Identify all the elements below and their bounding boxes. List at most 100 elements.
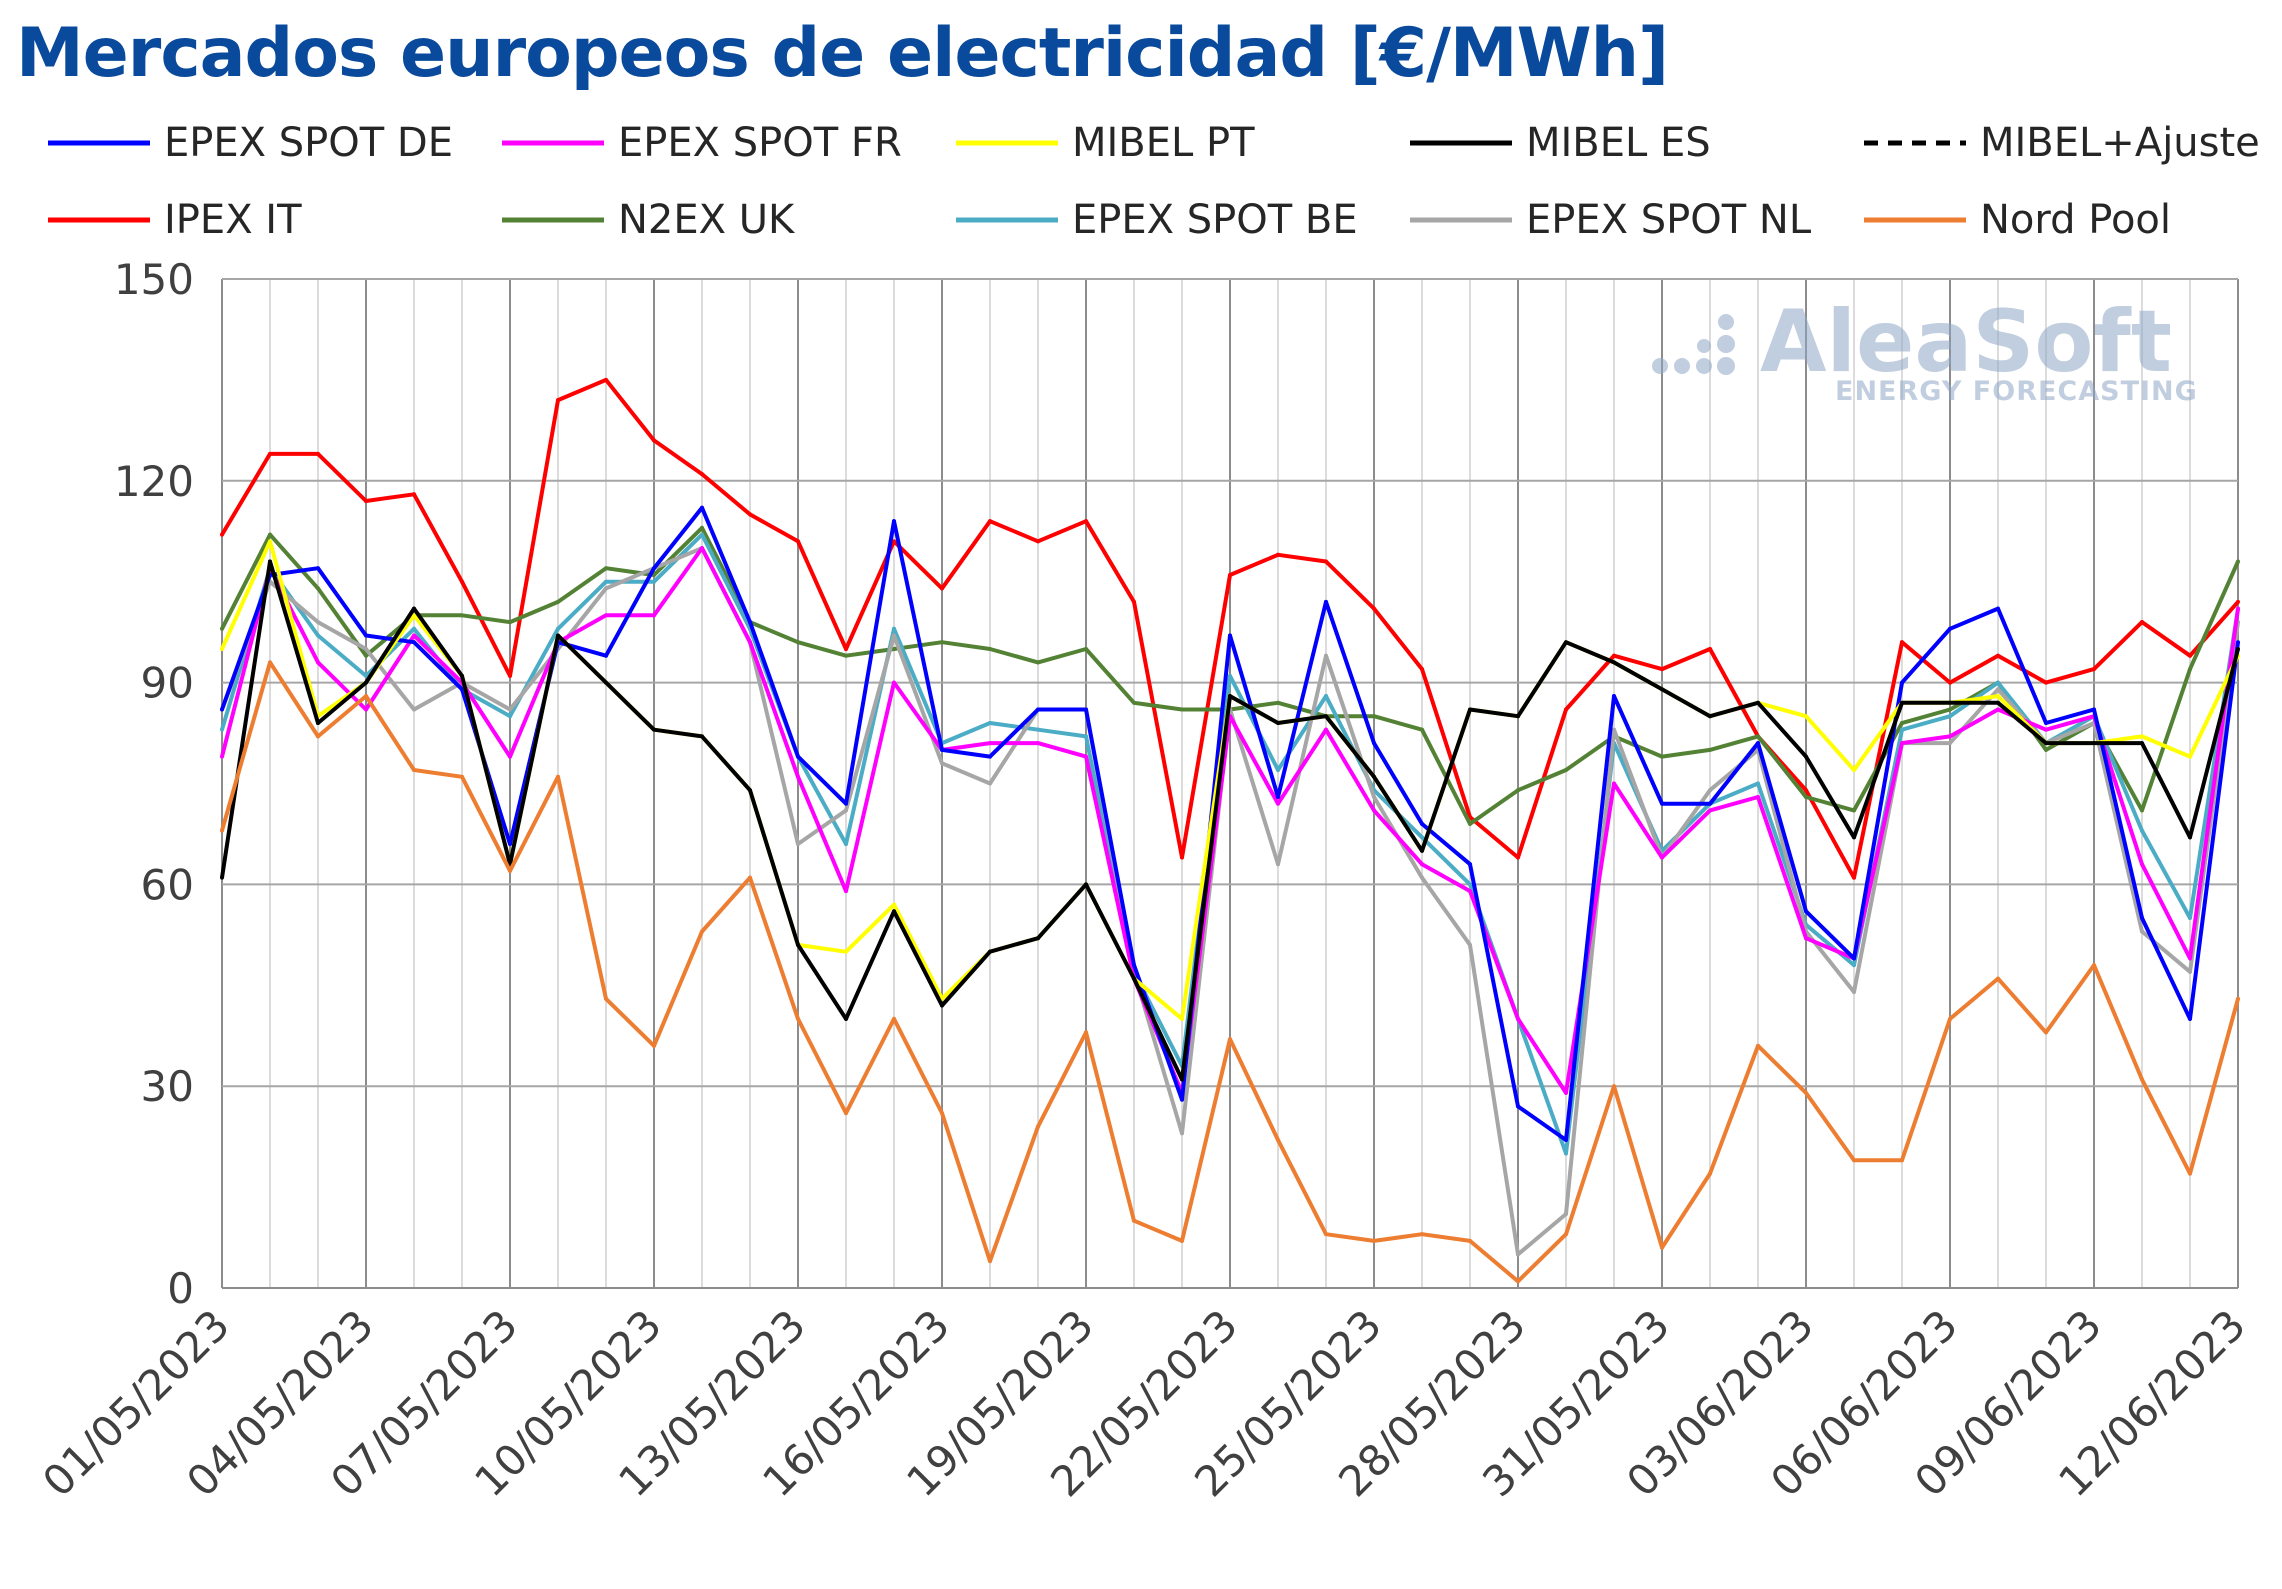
data-point [604,579,608,584]
data-point [1180,1077,1184,1082]
data-point [1516,1104,1520,1109]
data-point [892,909,896,914]
data-point [1564,1212,1568,1217]
data-point [556,398,560,403]
data-point [460,579,464,584]
aleasoft-logo: AleaSoft ENERGY FORECASTING [1650,292,2210,408]
y-tick-label: 0 [167,1264,194,1313]
data-point [1228,694,1232,699]
data-point [364,694,368,699]
data-point [1612,727,1616,732]
data-point [1276,794,1280,799]
data-point [1036,1124,1040,1129]
data-point [1468,1238,1472,1243]
data-point [1276,1138,1280,1143]
data-point [412,613,416,618]
data-point [1564,707,1568,712]
legend-swatch-icon [1864,217,1966,223]
logo-dots-icon [1652,314,1735,375]
data-point [844,1111,848,1116]
legend-item: MIBEL ES [1408,118,1711,168]
legend-label: EPEX SPOT DE [164,120,454,166]
data-point [1228,572,1232,577]
data-point [1180,1097,1184,1102]
data-point [2140,620,2144,625]
data-point [748,788,752,793]
data-point [1468,862,1472,867]
data-point [316,720,320,725]
data-point [1996,694,2000,699]
data-point [412,606,416,611]
data-point [652,566,656,571]
data-point [2140,1077,2144,1082]
data-point [1996,976,2000,981]
data-point [1324,1232,1328,1237]
data-point [268,451,272,456]
data-point [508,714,512,719]
data-point [1084,1030,1088,1035]
legend-swatch-icon [1410,140,1512,146]
data-point [1324,727,1328,732]
data-point [316,633,320,638]
data-point [796,842,800,847]
data-point [1516,855,1520,860]
data-point [604,996,608,1001]
data-point [2044,680,2048,685]
data-point [1564,1138,1568,1143]
data-point [1084,707,1088,712]
data-point [2236,559,2240,564]
data-point [1276,768,1280,773]
legend-label: MIBEL PT [1072,120,1255,166]
data-point [892,519,896,524]
data-point [988,519,992,524]
data-point [796,754,800,759]
data-point [2140,741,2144,746]
data-point [220,727,224,732]
data-point [508,673,512,678]
data-point [1804,754,1808,759]
data-point [556,774,560,779]
data-point [316,586,320,591]
legend: EPEX SPOT DE EPEX SPOT FR MIBEL PT MIBEL ES… [0,118,2282,268]
data-point [604,613,608,618]
data-point [940,586,944,591]
legend-label: EPEX SPOT NL [1526,197,1812,243]
data-point [1660,754,1664,759]
data-point [1468,707,1472,712]
data-point [1180,1238,1184,1243]
legend-item: MIBEL+Ajuste [1862,118,2260,168]
data-point [1852,875,1856,880]
y-tick-label: 30 [141,1062,194,1111]
data-point [1516,1279,1520,1284]
data-point [1468,942,1472,947]
data-point [316,734,320,739]
data-point [1708,808,1712,813]
data-point [316,451,320,456]
data-point [1276,720,1280,725]
data-point [844,842,848,847]
data-point [1756,700,1760,705]
data-point [1948,1016,1952,1021]
data-point [700,472,704,477]
legend-item: N2EX UK [500,195,794,245]
data-point [1804,794,1808,799]
data-point [1948,714,1952,719]
data-point [1420,667,1424,672]
data-point [652,438,656,443]
data-point [700,929,704,934]
data-point [1516,1252,1520,1257]
data-point [412,492,416,497]
data-point [556,626,560,631]
data-point [1900,700,1904,705]
data-point [604,680,608,685]
data-point [1660,855,1664,860]
data-point [268,532,272,537]
data-point [1180,1131,1184,1136]
data-point [1084,519,1088,524]
data-point [700,546,704,551]
data-point [1372,774,1376,779]
data-point [1948,741,1952,746]
data-point [508,754,512,759]
data-point [1756,781,1760,786]
